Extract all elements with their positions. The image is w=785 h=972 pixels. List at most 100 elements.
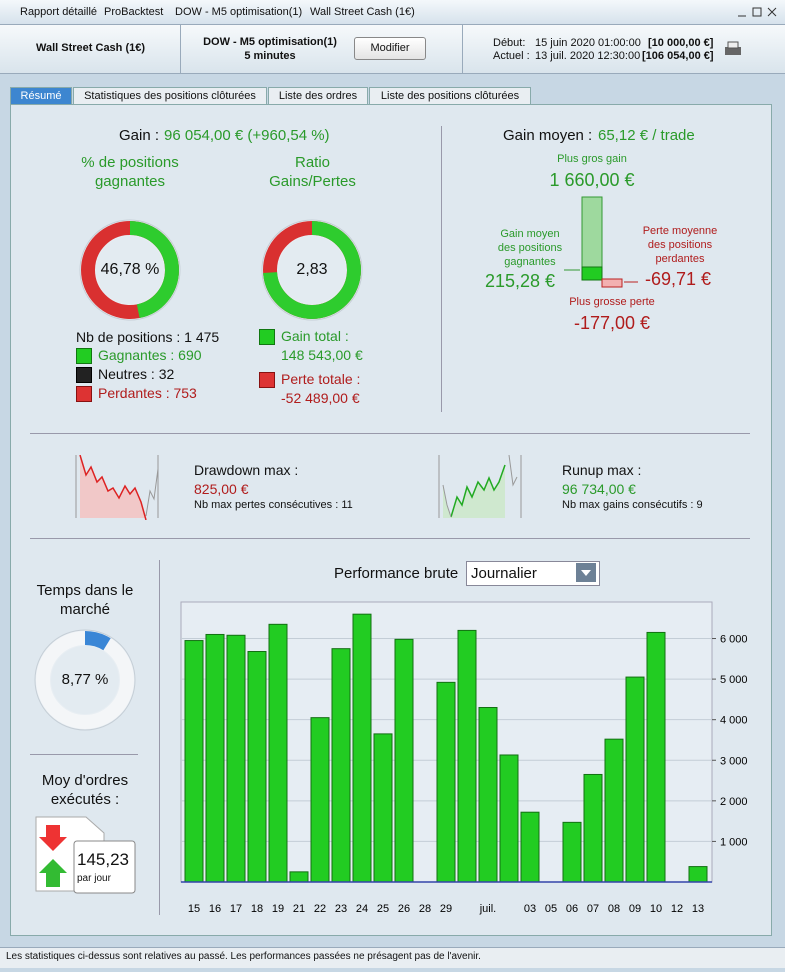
win-donut bbox=[79, 219, 181, 321]
x-tick-label: 03 bbox=[524, 903, 536, 915]
bar bbox=[184, 640, 204, 883]
x-tick-label: 13 bbox=[692, 903, 704, 915]
x-tick-label: 08 bbox=[608, 903, 620, 915]
runup-sparkline bbox=[438, 455, 522, 518]
x-tick-label: 06 bbox=[566, 903, 578, 915]
footer-text: Les statistiques ci-dessus sont relative… bbox=[6, 951, 481, 962]
x-tick-label: 19 bbox=[272, 903, 284, 915]
x-tick-label: 07 bbox=[587, 903, 599, 915]
bar bbox=[562, 821, 582, 883]
footer bbox=[0, 947, 785, 968]
system: DOW - M5 optimisation(1) bbox=[203, 36, 337, 48]
orders-value: 145,23 bbox=[77, 850, 129, 869]
x-tick-label: 10 bbox=[650, 903, 662, 915]
bar bbox=[331, 648, 351, 883]
divider bbox=[180, 25, 181, 73]
win-title: % de positions gagnantes bbox=[81, 154, 179, 190]
sw-green bbox=[259, 329, 275, 345]
donut-arc bbox=[263, 221, 361, 319]
time-donut bbox=[34, 629, 136, 731]
x-tick-label: 15 bbox=[188, 903, 200, 915]
orders-icon bbox=[35, 816, 136, 894]
instrument: Wall Street Cash (1€) bbox=[36, 42, 146, 54]
bar bbox=[226, 634, 246, 883]
donut-arc bbox=[36, 631, 134, 729]
avg-label: Gain moyen : bbox=[503, 127, 593, 144]
winners: Gagnantes : 690 bbox=[98, 347, 202, 363]
avg-diagram bbox=[564, 196, 638, 288]
drawdown-sparkline bbox=[75, 455, 159, 520]
donut-arc bbox=[81, 221, 179, 319]
x-tick-label: 24 bbox=[356, 903, 368, 915]
bar bbox=[499, 754, 519, 883]
drawdown-value: 825,00 € bbox=[194, 481, 249, 497]
avg-loss-label: Perte moyenne des positions perdantes bbox=[642, 225, 718, 265]
bar bbox=[436, 681, 456, 883]
avg-loss: -69,71 € bbox=[645, 269, 712, 289]
y-tick-label: 4 000 bbox=[720, 715, 748, 727]
x-tick-label: 22 bbox=[314, 903, 326, 915]
sw-red bbox=[76, 386, 92, 402]
divider bbox=[30, 754, 138, 755]
y-tick-label: 6 000 bbox=[720, 634, 748, 646]
print-icon[interactable] bbox=[724, 40, 742, 58]
x-tick-label: juil. bbox=[479, 903, 497, 915]
avg-win: 215,28 € bbox=[485, 271, 556, 291]
x-tick-label: 26 bbox=[398, 903, 410, 915]
y-tick-label: 2 000 bbox=[720, 796, 748, 808]
x-tick-label: 29 bbox=[440, 903, 452, 915]
current-label: Actuel : bbox=[493, 50, 530, 62]
current-date: 13 juil. 2020 12:30:00 bbox=[535, 50, 641, 62]
donut-hole bbox=[278, 236, 346, 304]
x-tick-label: 21 bbox=[293, 903, 305, 915]
total-gain: 148 543,00 € bbox=[281, 347, 363, 363]
chart-title: Performance brute bbox=[334, 565, 459, 582]
bar bbox=[289, 871, 309, 883]
window-tab[interactable]: Wall Street Cash (1€) bbox=[310, 6, 415, 18]
bar bbox=[646, 631, 666, 883]
tab[interactable]: Liste des positions clôturées bbox=[369, 87, 531, 105]
window-tab[interactable]: ProBacktest bbox=[104, 6, 164, 18]
window-tab[interactable]: DOW - M5 optimisation(1) bbox=[175, 6, 303, 18]
tab[interactable]: Résumé bbox=[10, 87, 72, 105]
x-tick-label: 25 bbox=[377, 903, 389, 915]
start-capital: [10 000,00 €] bbox=[648, 37, 714, 49]
x-tick-label: 28 bbox=[419, 903, 431, 915]
bar bbox=[205, 633, 225, 883]
divider bbox=[30, 433, 750, 434]
avg-value: 65,12 € / trade bbox=[598, 127, 695, 144]
dropdown-button[interactable] bbox=[576, 563, 596, 582]
divider bbox=[159, 560, 160, 915]
total-loss: -52 489,00 € bbox=[281, 390, 360, 406]
total-loss-label: Perte totale : bbox=[281, 371, 361, 387]
bar bbox=[373, 733, 393, 883]
max-loss-label: Plus grosse perte bbox=[569, 296, 655, 308]
x-tick-label: 05 bbox=[545, 903, 557, 915]
timeframe: 5 minutes bbox=[244, 50, 296, 62]
window-tab[interactable]: Rapport détaillé bbox=[20, 6, 98, 18]
bar bbox=[688, 866, 708, 883]
period-value[interactable]: Journalier bbox=[471, 565, 537, 582]
bar bbox=[457, 629, 477, 883]
runup-streak: Nb max gains consécutifs : 9 bbox=[562, 499, 703, 511]
ratio: 2,83 bbox=[296, 261, 328, 278]
positions: Nb de positions : 1 475 bbox=[76, 329, 220, 345]
bar bbox=[625, 676, 645, 883]
window-controls[interactable] bbox=[735, 4, 780, 20]
bar bbox=[478, 707, 498, 883]
drawdown-label: Drawdown max : bbox=[194, 462, 299, 478]
tab[interactable]: Statistiques des positions clôturées bbox=[73, 87, 267, 105]
bar bbox=[247, 651, 267, 883]
sw-green bbox=[76, 348, 92, 364]
divider bbox=[462, 25, 463, 73]
runup-label: Runup max : bbox=[562, 462, 642, 478]
start-label: Début: bbox=[493, 37, 526, 49]
tab[interactable]: Liste des ordres bbox=[268, 87, 368, 105]
drawdown-streak: Nb max pertes consécutives : 11 bbox=[194, 499, 353, 511]
y-tick-label: 5 000 bbox=[720, 674, 748, 686]
market-time-value: 8,77 % bbox=[61, 671, 109, 688]
gain-value: 96 054,00 € (+960,54 %) bbox=[164, 127, 330, 144]
modify-button[interactable]: Modifier bbox=[354, 37, 426, 60]
max-loss: -177,00 € bbox=[573, 313, 651, 333]
